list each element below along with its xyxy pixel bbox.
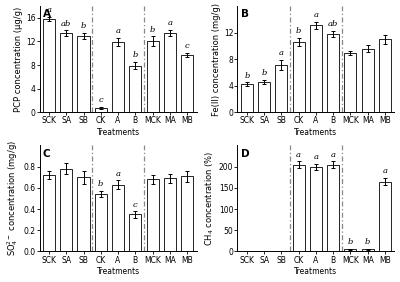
Text: c: c bbox=[133, 201, 138, 209]
X-axis label: Treatments: Treatments bbox=[96, 128, 140, 137]
Bar bbox=[275, 65, 288, 112]
Text: ab: ab bbox=[328, 20, 338, 28]
Text: a: a bbox=[116, 170, 120, 178]
Text: a: a bbox=[314, 153, 318, 161]
Bar bbox=[78, 36, 90, 112]
Bar bbox=[362, 249, 374, 252]
Bar bbox=[379, 39, 391, 112]
Bar bbox=[293, 165, 305, 252]
Text: C: C bbox=[43, 149, 50, 159]
Bar bbox=[129, 214, 141, 252]
Y-axis label: CH$_4$ concentration (%): CH$_4$ concentration (%) bbox=[204, 151, 216, 246]
Bar bbox=[362, 49, 374, 112]
Text: b: b bbox=[132, 51, 138, 60]
Y-axis label: PCP concentration (μg/g): PCP concentration (μg/g) bbox=[14, 6, 23, 112]
Text: b: b bbox=[98, 180, 104, 188]
Text: b: b bbox=[81, 22, 86, 30]
Text: b: b bbox=[150, 26, 155, 34]
Bar bbox=[379, 182, 391, 252]
Text: c: c bbox=[98, 96, 103, 104]
Text: A: A bbox=[43, 9, 51, 19]
Text: a: a bbox=[296, 151, 301, 158]
Text: b: b bbox=[244, 72, 250, 80]
Bar bbox=[241, 84, 253, 112]
Bar bbox=[129, 66, 141, 112]
Bar bbox=[43, 175, 55, 252]
Text: a: a bbox=[46, 6, 52, 14]
Bar bbox=[60, 169, 72, 252]
Text: a: a bbox=[382, 167, 388, 175]
Bar bbox=[164, 33, 176, 112]
Text: a: a bbox=[314, 11, 318, 19]
Bar bbox=[258, 82, 270, 112]
Bar bbox=[43, 19, 55, 112]
X-axis label: Treatments: Treatments bbox=[294, 267, 338, 276]
Text: D: D bbox=[240, 149, 249, 159]
Text: a: a bbox=[116, 27, 120, 35]
Bar bbox=[164, 178, 176, 252]
Text: a: a bbox=[167, 19, 172, 27]
Text: a: a bbox=[331, 151, 336, 158]
X-axis label: Treatments: Treatments bbox=[294, 128, 338, 137]
Text: b: b bbox=[296, 27, 301, 35]
X-axis label: Treatments: Treatments bbox=[96, 267, 140, 276]
Text: B: B bbox=[240, 9, 248, 19]
Text: b: b bbox=[348, 238, 353, 246]
Bar bbox=[78, 177, 90, 252]
Text: ab: ab bbox=[61, 20, 72, 28]
Bar bbox=[310, 25, 322, 112]
Y-axis label: SO$_4^{2-}$ concentration (mg/g): SO$_4^{2-}$ concentration (mg/g) bbox=[6, 140, 20, 256]
Bar bbox=[181, 176, 193, 252]
Bar bbox=[112, 185, 124, 252]
Bar bbox=[327, 34, 339, 112]
Bar bbox=[112, 42, 124, 112]
Text: a: a bbox=[279, 49, 284, 57]
Bar bbox=[344, 52, 356, 112]
Text: b: b bbox=[365, 238, 370, 246]
Bar bbox=[146, 179, 158, 252]
Bar bbox=[146, 41, 158, 112]
Bar bbox=[95, 194, 107, 252]
Text: c: c bbox=[185, 42, 190, 50]
Bar bbox=[310, 167, 322, 252]
Bar bbox=[344, 249, 356, 252]
Bar bbox=[293, 42, 305, 112]
Bar bbox=[95, 108, 107, 112]
Y-axis label: Fe(II) concentration (mg/g): Fe(II) concentration (mg/g) bbox=[212, 3, 221, 116]
Bar bbox=[327, 165, 339, 252]
Bar bbox=[60, 33, 72, 112]
Text: b: b bbox=[262, 69, 267, 77]
Bar bbox=[181, 55, 193, 112]
